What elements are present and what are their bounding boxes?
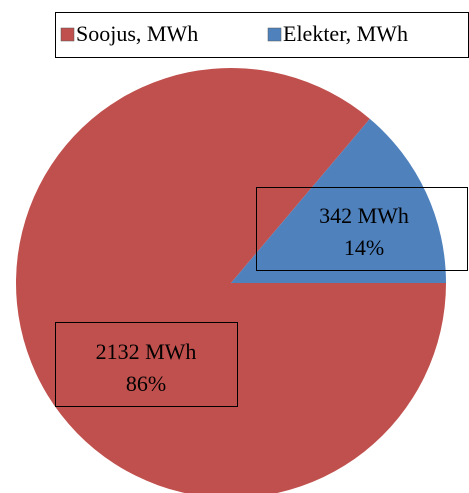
legend-swatch: [60, 27, 75, 42]
data-label-box: [256, 187, 468, 271]
data-label: 342 MWh: [319, 203, 409, 228]
data-label-box: [55, 322, 238, 407]
legend-box: [55, 12, 469, 58]
data-label: 2132 MWh: [96, 339, 197, 364]
legend-label: Elekter, MWh: [283, 21, 408, 46]
pie-slice: [16, 68, 446, 493]
legend-swatch: [267, 27, 282, 42]
data-label: 86%: [126, 371, 166, 396]
pie-slice: [231, 118, 446, 283]
legend-label: Soojus, MWh: [76, 21, 198, 46]
data-label: 14%: [344, 235, 384, 260]
